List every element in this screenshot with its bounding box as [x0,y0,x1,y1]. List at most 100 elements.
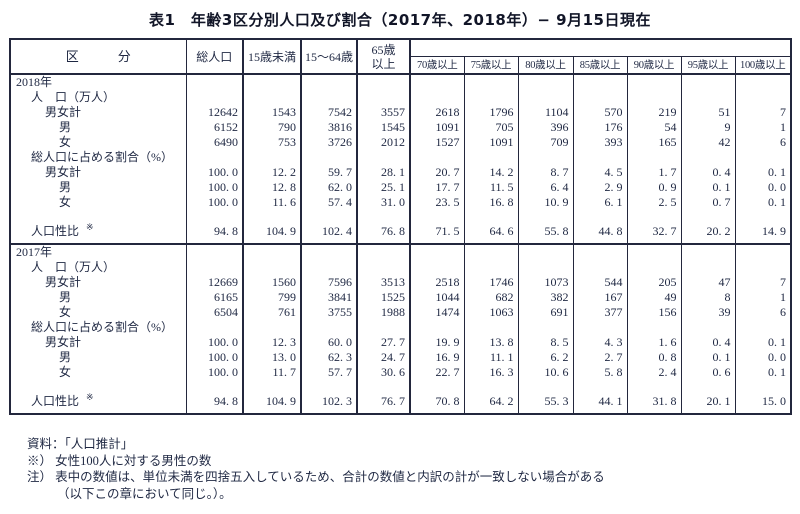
value-cell: 167 [573,290,628,305]
value-cell: 14. 2 [464,165,519,180]
value-cell: 6504 [186,305,244,320]
value-cell: 2. 9 [573,180,628,195]
footnote-line: ※） 女性100人に対する男性の数 [27,453,212,468]
row-label: 人口性比 ※ [10,210,187,244]
value-cell: 8. 5 [518,335,574,350]
value-cell [464,74,519,90]
footnote-line: 資料：「人口推計」 [27,437,134,451]
value-cell: 55. 8 [518,210,574,244]
value-cell [301,90,358,105]
value-cell [464,260,519,275]
value-cell: 60. 0 [301,335,358,350]
table-row: 人 口（万人） [10,90,791,105]
header-65-plus-line2: 以上 [371,56,396,71]
value-cell: 104. 9 [243,380,302,414]
value-cell: 7 [780,275,787,289]
header-total-population: 総人口 [186,39,244,75]
value-cell: 544 [573,275,628,290]
value-cell: 42 [681,135,736,150]
value-cell: 1527 [410,135,465,150]
value-cell: 94. 8 [186,380,244,414]
value-cell: 14. 9 [762,224,787,238]
footnotes: 資料：「人口推計」 ※） 女性100人に対する男性の数 注） 表中の数値は、単位未満… [0,436,800,502]
value-cell [410,90,465,105]
value-cell: 49 [627,290,682,305]
value-cell [735,74,791,90]
value-cell: 10. 9 [518,195,574,210]
table-row: 2018年 [10,74,791,90]
value-cell: 1746 [464,275,519,290]
row-label: 女 [10,365,187,380]
value-cell [573,320,628,335]
value-cell: 13. 0 [243,350,302,365]
value-cell [518,90,574,105]
value-cell: 11. 7 [243,365,302,380]
value-cell [186,74,244,90]
value-cell [627,320,682,335]
value-cell: 76. 7 [357,380,411,414]
value-cell [357,74,411,90]
value-cell: 1063 [464,305,519,320]
value-cell: 6165 [186,290,244,305]
table-row: 男 6152 790 3816 1545 1091 705 396 176 54 9 1 [10,120,791,135]
value-cell: 22. 7 [410,365,465,380]
reference-mark: ※ [86,222,94,232]
value-cell: 44. 8 [573,210,628,244]
row-label: 人 口（万人） [10,90,187,105]
value-cell [243,150,302,165]
table-row: 人口性比 ※ 94. 8 104. 9 102. 4 76. 8 71. 5 64. 6 55.… [10,210,791,244]
table-row: 総人口に占める割合（%） [10,320,791,335]
value-cell: 12. 3 [243,335,302,350]
value-cell: 176 [573,120,628,135]
value-cell: 11. 1 [464,350,519,365]
value-cell: 100. 0 [186,350,244,365]
value-cell: 705 [464,120,519,135]
table-row: 女 6490 753 3726 2012 1527 1091 709 393 165 42 6 [10,135,791,150]
value-cell: 20. 2 [681,210,736,244]
value-cell: 104. 9 [243,210,302,244]
value-cell: 1 [780,290,787,304]
value-cell [464,150,519,165]
value-cell: 102. 4 [301,210,358,244]
row-label: 男女計 [10,275,187,290]
table-row: 女 100. 0 11. 6 57. 4 31. 0 23. 5 16. 8 10. 9 6. … [10,195,791,210]
value-cell: 393 [573,135,628,150]
value-cell: 6. 2 [518,350,574,365]
value-cell: 12669 [186,275,244,290]
table-row: 男 6165 799 3841 1525 1044 682 382 167 49 8 1 [10,290,791,305]
row-label: 2017年 [10,243,187,260]
value-cell: 6. 1 [573,195,628,210]
value-cell: 39 [681,305,736,320]
value-cell: 8. 7 [518,165,574,180]
value-cell [410,260,465,275]
value-cell: 1 [780,120,787,134]
value-cell [573,90,628,105]
value-cell: 100. 0 [186,335,244,350]
value-cell: 94. 8 [186,210,244,244]
value-cell: 1104 [518,105,574,120]
table-row: 男 100. 0 12. 8 62. 0 25. 1 17. 7 11. 5 6. 4 2. 9… [10,180,791,195]
value-cell: 0. 1 [681,180,736,195]
value-cell [357,150,411,165]
value-cell: 0. 4 [681,165,736,180]
value-cell [735,90,791,105]
value-cell: 0. 4 [681,335,736,350]
document-page: 表1 年齢3区分別人口及び割合（2017年、2018年）− 9月15日現在 区 … [0,11,800,502]
value-cell: 12. 8 [243,180,302,195]
value-cell: 3841 [301,290,358,305]
population-table: 区 分 総人口 15歳未満 15〜64歳 65歳 以上 70歳以上 75歳以上 80歳… [9,38,793,415]
value-cell: 2012 [357,135,411,150]
value-cell: 47 [681,275,736,290]
value-cell: 6 [780,305,787,319]
value-cell: 31. 8 [627,380,682,414]
value-cell: 20. 7 [410,165,465,180]
value-cell: 16. 8 [464,195,519,210]
value-cell: 1545 [357,120,411,135]
table-header: 区 分 総人口 15歳未満 15〜64歳 65歳 以上 70歳以上 75歳以上 80歳… [10,39,792,75]
value-cell: 0. 6 [681,365,736,380]
value-cell: 7542 [301,105,358,120]
value-cell [518,150,574,165]
value-cell: 100. 0 [186,180,244,195]
value-cell: 396 [518,120,574,135]
row-label: 人 口（万人） [10,260,187,275]
